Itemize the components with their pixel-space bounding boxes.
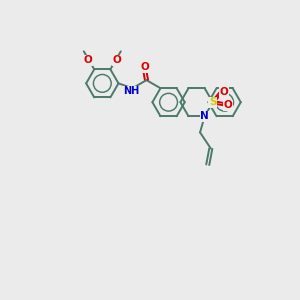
Text: O: O (112, 55, 121, 65)
Text: O: O (140, 62, 149, 72)
Text: NH: NH (123, 86, 139, 96)
Text: O: O (224, 100, 232, 110)
Text: O: O (84, 55, 92, 65)
Text: O: O (219, 87, 228, 97)
Text: S: S (209, 97, 217, 107)
Text: N: N (200, 111, 209, 121)
